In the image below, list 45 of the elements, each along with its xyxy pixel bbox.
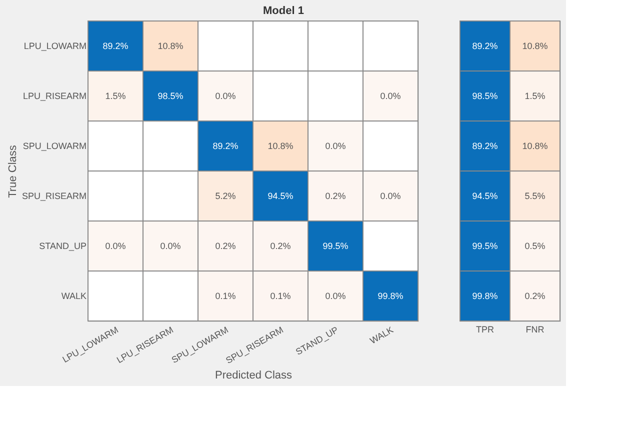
data-label: 0.2% [524, 291, 546, 301]
x-tick-label: FNR [526, 324, 545, 334]
data-label: 10.8% [158, 41, 184, 51]
y-tick-label: WALK [61, 291, 86, 301]
data-label: 89.2% [472, 41, 498, 51]
data-label: 0.0% [105, 241, 126, 251]
data-label: 0.0% [380, 191, 401, 201]
data-label: 10.8% [268, 141, 294, 151]
data-label: 0.5% [524, 241, 546, 251]
x-axis-title: Predicted Class [214, 370, 293, 382]
data-label: 0.0% [325, 141, 346, 151]
data-label: 10.8% [522, 41, 548, 51]
data-label: 5.5% [524, 191, 546, 201]
data-label: 99.8% [472, 291, 498, 301]
data-label: 5.2% [215, 191, 236, 201]
data-label: 99.8% [378, 291, 404, 301]
data-label: 1.5% [524, 91, 546, 101]
data-label: 98.5% [158, 91, 184, 101]
y-tick-label: SPU_LOWARM [22, 141, 86, 151]
y-tick-label: SPU_RISEARM [22, 191, 86, 201]
data-label: 0.0% [215, 91, 236, 101]
data-label: 0.1% [270, 291, 291, 301]
chart-title: Model 1 [263, 5, 304, 17]
x-tick-label: TPR [476, 324, 494, 334]
data-label: 98.5% [472, 91, 498, 101]
data-label: 89.2% [102, 41, 128, 51]
data-label: 0.0% [160, 241, 181, 251]
data-label: 1.5% [105, 91, 126, 101]
data-label: 89.2% [212, 141, 238, 151]
data-label: 0.2% [325, 191, 346, 201]
data-label: 94.5% [268, 191, 294, 201]
data-label: 0.0% [325, 291, 346, 301]
data-label: 0.2% [270, 241, 291, 251]
data-label: 10.8% [522, 141, 548, 151]
data-label: 89.2% [472, 141, 498, 151]
y-tick-label: STAND_UP [39, 241, 86, 251]
y-axis-title: True Class [6, 144, 19, 198]
data-label: 0.2% [215, 241, 236, 251]
y-tick-label: LPU_LOWARM [24, 41, 86, 51]
data-label: 99.5% [472, 241, 498, 251]
data-label: 99.5% [322, 241, 348, 251]
y-tick-label: LPU_RISEARM [22, 91, 86, 101]
data-label: 94.5% [472, 191, 498, 201]
data-label: 0.1% [215, 291, 236, 301]
data-label: 0.0% [380, 91, 401, 101]
